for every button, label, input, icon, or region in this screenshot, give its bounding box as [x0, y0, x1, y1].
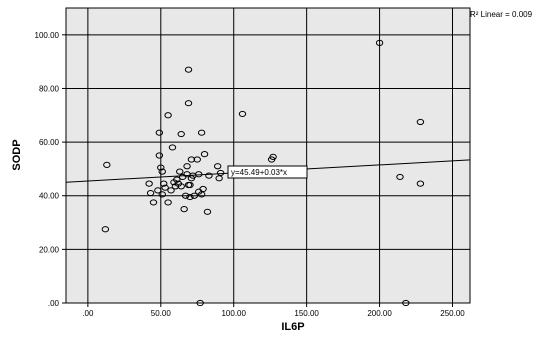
y-tick-label: 20.00: [39, 245, 60, 254]
data-point: [186, 181, 194, 189]
data-point: [184, 66, 193, 73]
data-point: [176, 168, 184, 175]
grid: [62, 7, 471, 307]
data-point: [164, 199, 172, 206]
data-point: [149, 199, 158, 206]
data-point: [164, 112, 172, 119]
data-point: [158, 191, 166, 198]
data-point: [101, 226, 110, 233]
data-point: [177, 183, 185, 190]
data-point: [103, 161, 111, 168]
data-point: [184, 100, 193, 107]
data-point: [216, 169, 225, 177]
data-point: [416, 118, 425, 126]
data-point: [167, 187, 175, 194]
data-point: [203, 208, 212, 215]
y-tick-label: 80.00: [39, 84, 60, 93]
r-squared-label: R² Linear = 0.009: [470, 10, 533, 19]
data-point: [180, 206, 188, 213]
data-point: [181, 192, 190, 199]
data-point: [146, 189, 155, 197]
data-point: [269, 153, 277, 160]
data-point: [200, 151, 209, 158]
data-point: [238, 110, 247, 118]
data-point: [183, 163, 191, 170]
y-tick-label: .00: [48, 299, 60, 308]
x-tick-label: 50.00: [151, 309, 172, 318]
data-point: [196, 299, 204, 307]
data-point: [145, 180, 153, 187]
data-point: [158, 168, 166, 175]
data-point: [177, 130, 185, 138]
data-point: [161, 184, 169, 191]
data-point: [195, 171, 203, 178]
data-point: [213, 163, 222, 170]
data-point: [199, 185, 207, 193]
fit-line-group: y=45.49+0.03*x: [65, 159, 471, 183]
data-point: [416, 180, 425, 187]
data-point: [157, 164, 165, 171]
x-axis-title: IL6P: [281, 321, 304, 333]
y-tick-label: 100.00: [35, 31, 60, 40]
x-tick-label: 100.00: [221, 309, 246, 318]
data-point: [160, 180, 168, 187]
data-point: [197, 129, 206, 136]
tick-labels: .00 50.00 100.00 150.00 200.00 250.00 .00 20.00…: [35, 31, 466, 318]
points: [101, 39, 425, 307]
x-tick-label: 200.00: [367, 309, 392, 318]
data-point: [396, 173, 404, 181]
data-point: [402, 299, 410, 307]
data-point: [190, 192, 199, 199]
data-point: [375, 39, 384, 46]
x-tick-label: .00: [82, 309, 94, 318]
plot-area: [65, 7, 471, 304]
fit-equation-box: [227, 165, 308, 179]
data-point: [205, 172, 213, 179]
data-point: [155, 129, 164, 136]
data-point: [168, 144, 177, 151]
data-point: [155, 152, 164, 159]
y-axis-title: SODP: [11, 139, 23, 170]
y-tick-label: 60.00: [39, 138, 60, 147]
data-point: [154, 187, 162, 194]
x-tick-label: 250.00: [440, 309, 465, 318]
x-tick-label: 150.00: [294, 309, 319, 318]
data-point: [193, 156, 201, 163]
fit-equation-label: y=45.49+0.03*x: [231, 168, 287, 177]
y-tick-label: 40.00: [39, 192, 60, 201]
data-point: [173, 176, 181, 183]
data-point: [186, 193, 194, 201]
data-point: [187, 156, 196, 163]
